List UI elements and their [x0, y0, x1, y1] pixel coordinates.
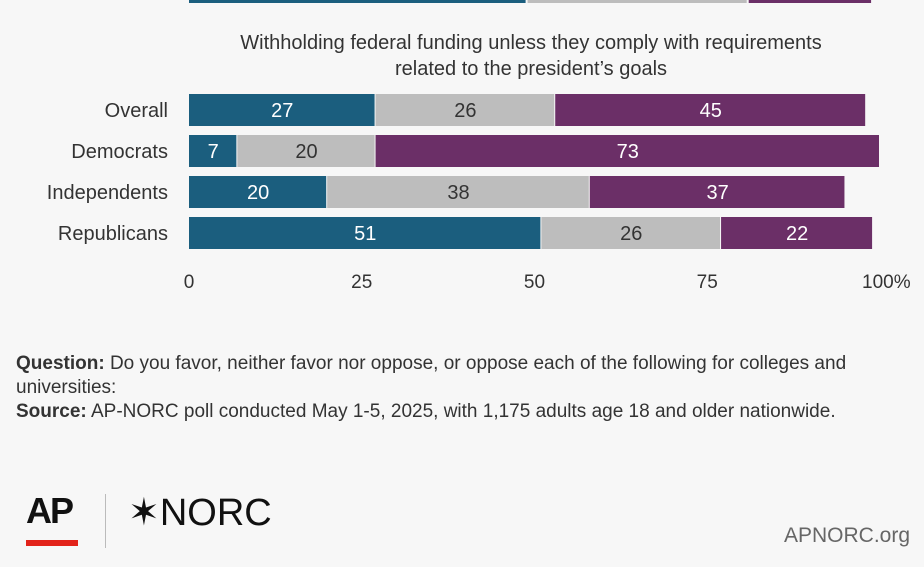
bar-value-label: 51 [354, 223, 376, 245]
question-note: Question: Do you favor, neither favor no… [16, 352, 906, 400]
logo-divider [105, 494, 106, 548]
bar-segment [721, 217, 873, 249]
site-link[interactable]: APNORC.org [783, 524, 910, 547]
category-label: Democrats [71, 141, 168, 163]
category-label: Republicans [58, 223, 168, 245]
bar-value-label: 73 [617, 141, 639, 163]
bar-value-label: 37 [706, 182, 728, 204]
bar-segment [375, 135, 879, 167]
x-tick-label: 25 [351, 272, 372, 293]
bar-segment [589, 176, 845, 208]
stacked-bar-chart: Withholding federal funding unless they … [47, 0, 911, 293]
ap-logo: AP [26, 490, 74, 531]
bar-value-label: 22 [786, 223, 808, 245]
x-tick-label: 0 [184, 272, 195, 293]
source-note: Source: AP-NORC poll conducted May 1-5, … [16, 400, 906, 424]
bar-value-label: 26 [454, 100, 476, 122]
top-fragment-segment-1 [527, 0, 747, 3]
bar-value-label: 45 [700, 100, 722, 122]
x-tick-label: 75 [697, 272, 718, 293]
norc-logo: ✶NORC [128, 492, 272, 534]
x-tick-label: 50 [524, 272, 545, 293]
bar-value-label: 20 [295, 141, 317, 163]
bar-value-label: 38 [447, 182, 469, 204]
bar-segment [541, 217, 721, 249]
bar-segment [189, 135, 237, 167]
question-text: Do you favor, neither favor nor oppose, … [16, 353, 847, 398]
bar-segment [189, 217, 541, 249]
source-text: AP-NORC poll conducted May 1-5, 2025, wi… [86, 401, 836, 422]
category-label: Independents [47, 182, 168, 204]
bar-value-label: 26 [620, 223, 642, 245]
category-label: Overall [105, 100, 168, 122]
chart-subtitle-line-0: Withholding federal funding unless they … [240, 32, 821, 54]
bar-segment [237, 135, 375, 167]
bar-segment [555, 94, 866, 126]
bar-value-label: 7 [208, 141, 219, 163]
bar-segment [189, 176, 327, 208]
top-fragment-segment-0 [189, 0, 526, 3]
logo-footer: AP ✶NORC APNORC.org [0, 490, 924, 567]
norc-star-icon: ✶ [128, 492, 160, 534]
chart-subtitle-line-1: related to the president’s goals [395, 58, 667, 80]
bar-value-label: 20 [247, 182, 269, 204]
footnote: Question: Do you favor, neither favor no… [16, 352, 906, 424]
bar-segment [327, 176, 589, 208]
ap-logo-underline [26, 540, 78, 546]
bar-segment [189, 94, 375, 126]
bar-value-label: 27 [271, 100, 293, 122]
top-fragment-segment-2 [748, 0, 872, 3]
bar-segment [375, 94, 555, 126]
source-label: Source: [16, 401, 87, 422]
x-tick-label: 100% [862, 272, 911, 293]
question-label: Question: [16, 353, 105, 374]
